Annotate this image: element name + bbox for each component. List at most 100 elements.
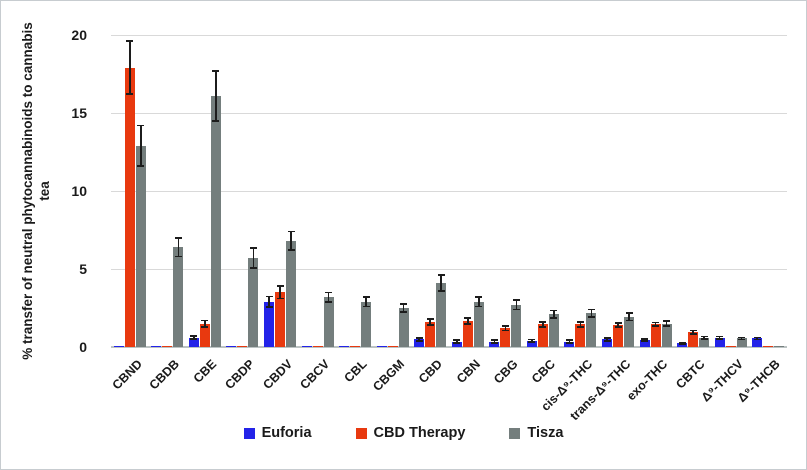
error-bar-cap-bottom [400, 311, 408, 313]
bar-euforia-cbe [188, 337, 199, 347]
error-bar [718, 336, 721, 339]
bar-tisza-cbd [436, 283, 447, 347]
error-bar-cap-bottom [512, 308, 520, 311]
error-bar-cap-top [587, 308, 595, 311]
bar-euforia-cbnd [113, 346, 124, 347]
bar-tisza-cbgm [398, 308, 409, 347]
error-bar-cap-top [325, 291, 333, 294]
error-bar-cap-top [265, 295, 273, 298]
error-bar [553, 310, 555, 319]
error-bar-cap-bottom [528, 341, 536, 343]
x-tick-label-text: CBTC [673, 357, 709, 392]
bar-euforia-cbc [526, 340, 537, 347]
bar-tisza-cbcv [323, 297, 334, 347]
error-bar [542, 322, 544, 327]
error-bar [568, 340, 571, 343]
bar-euforia-exo-thc [639, 339, 650, 347]
error-bar-cap-bottom [325, 300, 333, 303]
bar-cbd-therapy-cbtc [688, 332, 699, 347]
error-bar-cap-bottom [437, 289, 445, 292]
error-bar-cap-bottom [738, 338, 746, 341]
bar-euforia-cbtc [677, 343, 688, 347]
bar-cbd-therapy-cbc [537, 324, 548, 347]
error-bar [402, 304, 405, 312]
bar-euforia-cbdb [151, 346, 162, 347]
error-bar [365, 297, 367, 307]
error-bar-cap-bottom [490, 341, 498, 344]
error-bar [579, 322, 582, 327]
error-bar-cap-top [453, 339, 461, 342]
bar-euforia-cbl [339, 346, 350, 347]
plot-area [111, 34, 787, 348]
error-bar [440, 275, 443, 291]
y-tick-label-0: 0 [79, 339, 87, 355]
error-bar-cap-bottom [276, 297, 284, 300]
error-bar-cap-top [550, 309, 558, 312]
error-bar [327, 292, 330, 302]
x-tick-label-text: CBDB [146, 357, 183, 393]
error-bar-cap-top [464, 317, 472, 320]
error-bar-cap-top [641, 337, 649, 340]
error-bar-cap-top [174, 237, 182, 239]
legend: Euforia CBD Therapy Tisza [1, 425, 806, 441]
bar-cbd-therapy-cis-thc [575, 324, 586, 347]
error-bar-cap-top [625, 311, 633, 314]
error-bar-cap-bottom [550, 317, 558, 319]
bar-cbd-therapy-exo-thc [650, 324, 661, 347]
error-bar [692, 330, 694, 335]
error-bar [531, 339, 533, 342]
bar-cbd-therapy-cbdb [162, 346, 173, 347]
y-axis-title-line1: % transfer of neutral phytocannabinoids … [20, 22, 36, 360]
error-bar [665, 321, 668, 326]
error-bar-cap-top [689, 329, 697, 332]
bar-cbd-therapy-cbdp [237, 346, 248, 347]
bar-euforia-cbn [451, 341, 462, 347]
x-axis-line [111, 346, 787, 348]
error-bar [177, 237, 180, 257]
legend-swatch-icon [355, 427, 367, 439]
error-bar-cap-top [652, 321, 660, 324]
error-bar [477, 297, 480, 307]
bar-tisza-cbc [548, 314, 559, 347]
bar-tisza-trans-thc [624, 316, 634, 347]
x-tick-label-text: CBND [109, 357, 145, 393]
bar-tisza-thcb [774, 346, 785, 347]
x-tick-label-text: CBC [528, 357, 558, 387]
legend-swatch-icon [243, 427, 255, 439]
error-bar-cap-bottom [453, 341, 461, 344]
legend-item-tisza: Tisza [509, 425, 563, 441]
error-bar [252, 247, 255, 269]
error-bar [617, 323, 619, 328]
error-bar-cap-top [426, 318, 434, 321]
bar-cbd-therapy-cbcv [312, 346, 323, 347]
bar-tisza-cbe [210, 95, 221, 347]
error-bar-cap-bottom [201, 325, 209, 328]
bar-tisza-exo-thc [661, 323, 672, 347]
error-bar-cap-bottom [137, 165, 145, 167]
bar-tisza-cbnd [135, 145, 146, 347]
bar-euforia-thcv [714, 337, 725, 347]
error-bar-cap-bottom [603, 339, 611, 342]
error-bar-cap-top [415, 336, 423, 339]
error-bar-cap-bottom [716, 337, 724, 340]
error-bar-cap-bottom [265, 306, 273, 308]
bar-euforia-cbg [489, 341, 500, 347]
error-bar [628, 312, 630, 321]
error-bar-cap-bottom [190, 338, 198, 340]
error-bar-cap-top [716, 335, 724, 338]
error-bar-cap-bottom [565, 341, 573, 344]
error-bar-cap-top [287, 230, 295, 233]
error-bar-cap-bottom [625, 319, 633, 322]
x-tick-label-text: CBDV [259, 357, 295, 392]
error-bar-cap-bottom [415, 339, 423, 342]
legend-item-cbd-therapy: CBD Therapy [355, 425, 465, 441]
bar-tisza-cbdp [248, 258, 259, 347]
error-bar-cap-bottom [464, 323, 472, 326]
error-bar-cap-bottom [287, 249, 295, 252]
error-bar-cap-bottom [753, 338, 761, 341]
bar-cbd-therapy-thcv [725, 346, 736, 347]
error-bar-cap-bottom [614, 326, 622, 328]
x-tick-label-text: CBG [490, 357, 521, 387]
error-bar [740, 337, 743, 340]
